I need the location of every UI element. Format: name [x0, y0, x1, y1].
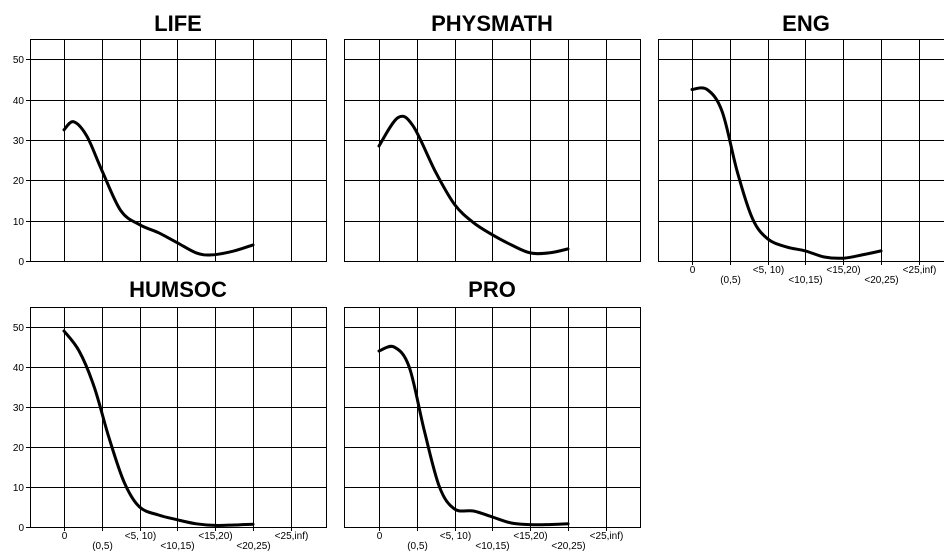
- y-tick-label: 50: [13, 55, 25, 66]
- x-tick-label: <25,inf): [275, 531, 309, 542]
- y-tick-label: 20: [13, 443, 25, 454]
- x-tick-label: 0: [690, 265, 696, 276]
- x-tick-label: (0,5): [720, 275, 741, 286]
- panel-title: PRO: [468, 277, 516, 302]
- y-tick-label: 10: [13, 217, 25, 228]
- panel-eng: ENG 0 (0,5) <5, 10) <10,15) <15,20) <20,25) <25…: [658, 11, 944, 286]
- series-line: [377, 344, 570, 527]
- series-line: [690, 86, 883, 260]
- x-tick-label: <20,25): [864, 275, 898, 286]
- x-tick-label: <25,inf): [903, 265, 937, 276]
- x-tick-label: <5, 10): [753, 265, 784, 276]
- plot-frame: [344, 39, 641, 262]
- panel-life: LIFE 0 10 20 30 40 50: [13, 11, 327, 268]
- x-tick-label: <5, 10): [125, 531, 156, 542]
- y-tick-label: 40: [13, 363, 25, 374]
- x-tick-label: <10,15): [160, 541, 194, 552]
- x-tick-label: (0,5): [407, 541, 428, 552]
- x-tick-label: <20,25): [551, 541, 585, 552]
- x-tick-label: <25,inf): [590, 531, 624, 542]
- series-line: [62, 120, 255, 257]
- panel-title: PHYSMATH: [431, 11, 553, 36]
- panel-title: LIFE: [154, 11, 202, 36]
- x-tick-label: <5, 10): [440, 531, 471, 542]
- y-tick-label: 20: [13, 176, 25, 187]
- x-tick-label: 0: [377, 531, 383, 542]
- series-line: [62, 329, 255, 527]
- plot-frame: [658, 39, 944, 262]
- x-tick-label: <10,15): [788, 275, 822, 286]
- x-tick-label: <15,20): [198, 531, 232, 542]
- plot-frame: [30, 39, 327, 262]
- y-tick-label: 30: [13, 136, 25, 147]
- panel-title: ENG: [782, 11, 830, 36]
- y-tick-label: 50: [13, 323, 25, 334]
- y-tick-label: 40: [13, 96, 25, 107]
- x-tick-label: <15,20): [826, 265, 860, 276]
- y-tick-label: 0: [18, 523, 24, 534]
- x-tick-label: <15,20): [513, 531, 547, 542]
- panel-title: HUMSOC: [129, 277, 227, 302]
- panel-pro: PRO 0 (0,5) <5, 10) <10,15) <15,20) <20,25) <25…: [344, 277, 641, 552]
- x-tick-label: <20,25): [236, 541, 270, 552]
- series-line: [377, 114, 570, 256]
- panel-physmath: PHYSMATH: [344, 11, 641, 262]
- x-tick-label: (0,5): [92, 541, 113, 552]
- plot-frame: [30, 307, 327, 528]
- x-tick-label: <10,15): [475, 541, 509, 552]
- x-tick-label: 0: [62, 531, 68, 542]
- panel-humsoc: HUMSOC 0 10 20 30 40 50 0 (0,5) <5, 10) <10,15) <15…: [13, 277, 327, 552]
- y-tick-label: 0: [18, 257, 24, 268]
- plot-frame: [344, 307, 641, 528]
- y-tick-label: 30: [13, 403, 25, 414]
- y-tick-label: 10: [13, 483, 25, 494]
